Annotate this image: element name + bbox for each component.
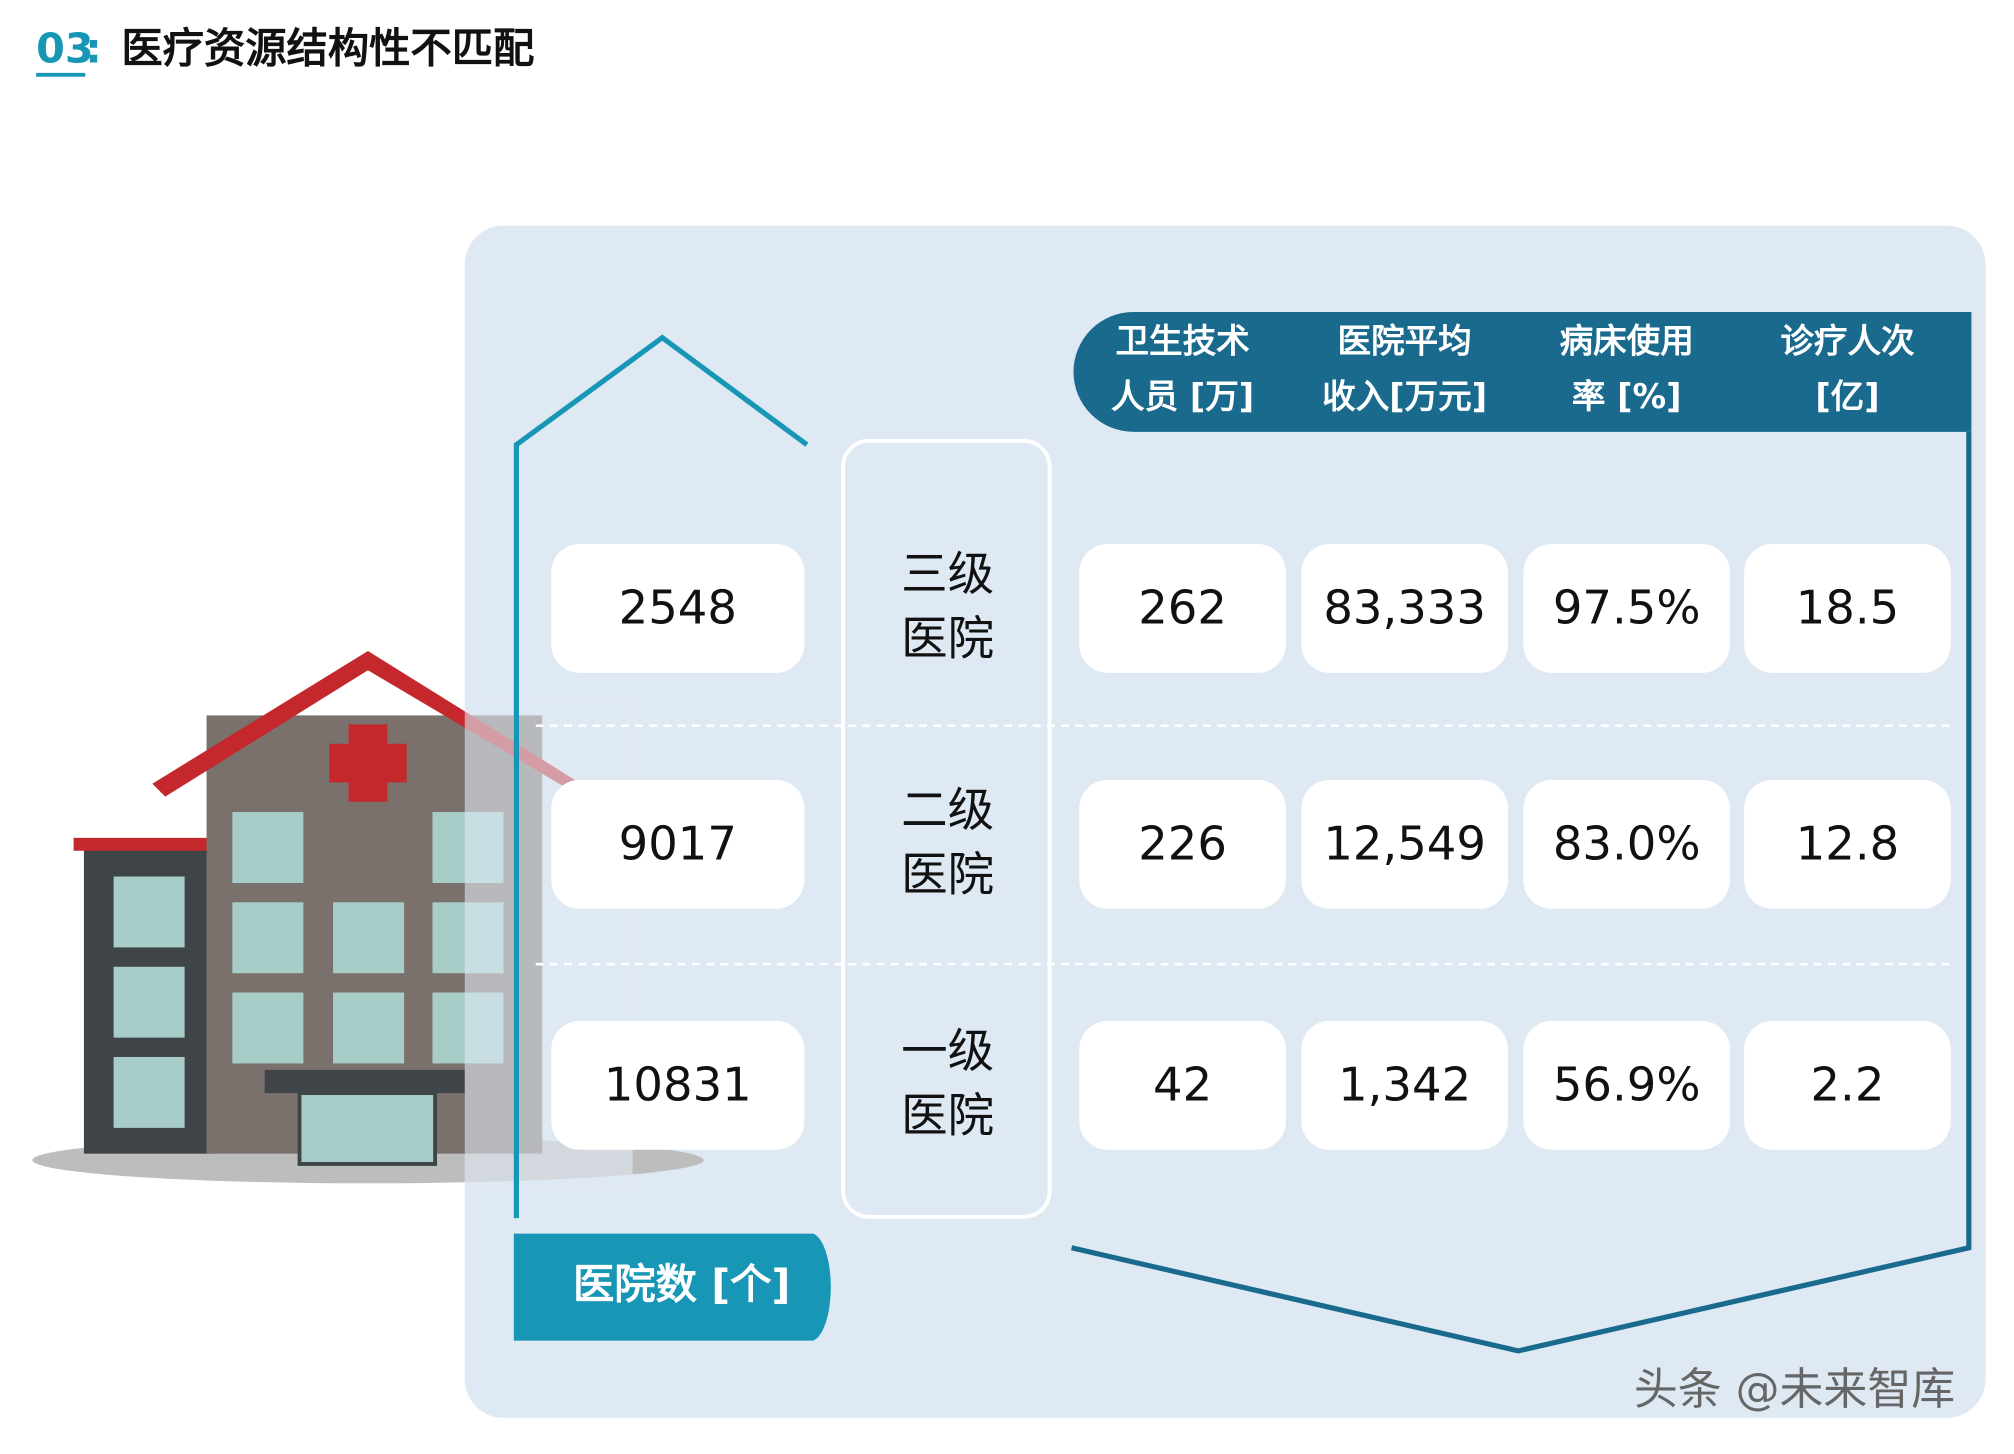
hospital-count: 2548	[619, 581, 737, 635]
cell-value: 12,549	[1323, 816, 1486, 870]
cell	[551, 1020, 805, 1150]
title: 医疗资源结构性不匹配	[121, 25, 534, 73]
cell	[551, 543, 805, 673]
level-label: 三级	[901, 547, 994, 601]
cell-value: 12.8	[1796, 816, 1899, 870]
column-header: 人员 [万]	[1111, 377, 1254, 416]
bracket	[1070, 431, 1972, 1354]
cell	[1301, 1020, 1508, 1150]
section-number: 03	[36, 25, 93, 73]
cell-value: 2.2	[1810, 1057, 1884, 1111]
column-header: 诊疗人次	[1780, 321, 1915, 360]
cell-value: 42	[1153, 1057, 1212, 1111]
cell-value: 56.9%	[1553, 1057, 1701, 1111]
cell	[1744, 1020, 1951, 1150]
hospital-count: 10831	[604, 1057, 752, 1111]
level-box	[841, 438, 1052, 1219]
cell	[551, 779, 805, 909]
cell-value: 97.5%	[1553, 581, 1701, 635]
cell-value: 83.0%	[1553, 816, 1701, 870]
count-label-box	[513, 1233, 831, 1341]
column-header: 率 [%]	[1572, 377, 1682, 416]
level-label: 一级	[901, 1024, 994, 1078]
column-header: 医院平均	[1338, 321, 1472, 360]
cell	[1079, 1020, 1286, 1150]
cell	[1523, 543, 1730, 673]
hospital-count: 9017	[619, 816, 737, 870]
level-label: 二级	[901, 783, 994, 837]
column-header: 卫生技术	[1115, 321, 1250, 360]
watermark: 头条 @未来智库	[1634, 1364, 1955, 1415]
cell-value: 262	[1138, 581, 1227, 635]
cell-value: 226	[1138, 816, 1227, 870]
cell	[1744, 543, 1951, 673]
cell	[1744, 779, 1951, 909]
cell-value: 18.5	[1796, 581, 1899, 635]
cell	[1079, 779, 1286, 909]
hospital-illustration	[32, 650, 704, 1186]
count-label: 医院数 [个]	[573, 1261, 790, 1309]
level-label: 医院	[901, 1088, 994, 1142]
cell-value: 83,333	[1323, 581, 1486, 635]
level-label: 医院	[901, 611, 994, 665]
header-bar	[1073, 311, 1972, 432]
cell	[1523, 779, 1730, 909]
column-header: 病床使用	[1560, 321, 1694, 360]
cell	[1301, 779, 1508, 909]
cell	[1523, 1020, 1730, 1150]
column-header: [亿]	[1815, 377, 1879, 416]
column-header: 收入[万元]	[1322, 377, 1487, 416]
house-outline	[513, 334, 809, 1219]
cell-value: 1,342	[1338, 1057, 1471, 1111]
cell	[1301, 543, 1508, 673]
separator: :	[85, 25, 102, 73]
cell	[1079, 543, 1286, 673]
level-label: 医院	[901, 847, 994, 901]
